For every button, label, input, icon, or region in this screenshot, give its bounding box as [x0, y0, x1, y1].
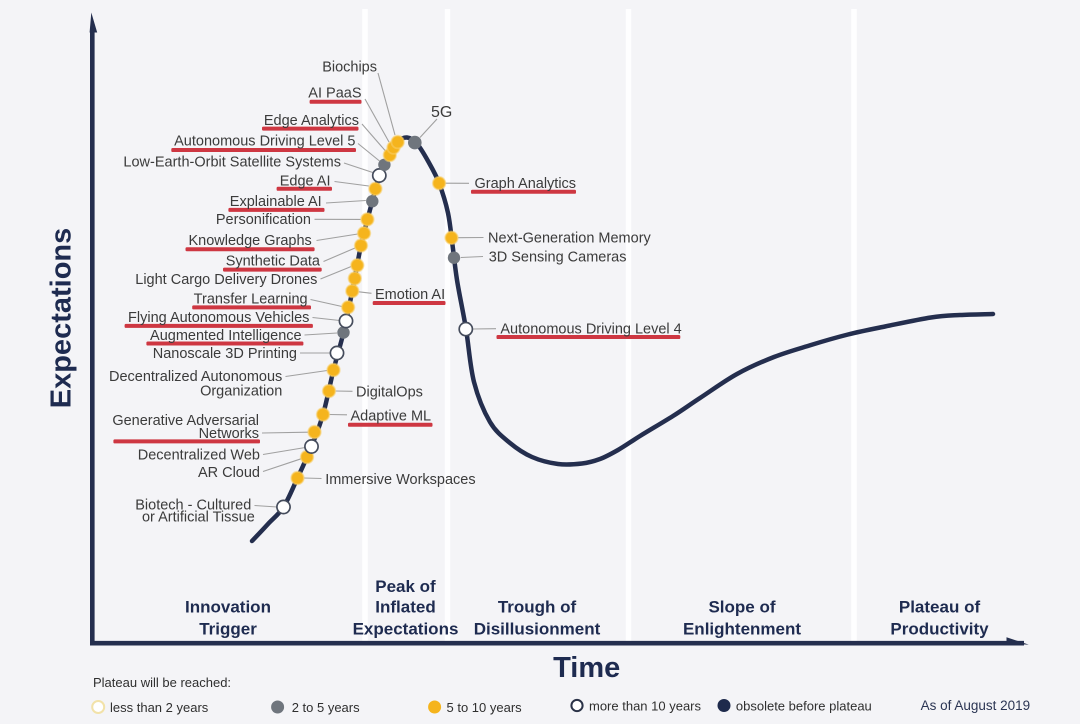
svg-text:DigitalOps: DigitalOps [356, 385, 423, 401]
svg-text:Disillusionment: Disillusionment [474, 620, 601, 639]
svg-text:Expectations: Expectations [45, 228, 77, 409]
svg-text:Plateau will be reached:: Plateau will be reached: [93, 675, 231, 690]
svg-text:AR Cloud: AR Cloud [198, 465, 260, 481]
svg-text:Flying Autonomous Vehicles: Flying Autonomous Vehicles [128, 310, 309, 326]
svg-text:Personification: Personification [216, 212, 311, 228]
svg-text:Edge AI: Edge AI [280, 173, 331, 189]
svg-text:Emotion AI: Emotion AI [375, 287, 445, 303]
svg-text:Decentralized Autonomous: Decentralized Autonomous [109, 369, 282, 385]
svg-text:Transfer Learning: Transfer Learning [194, 292, 308, 308]
svg-text:Knowledge Graphs: Knowledge Graphs [188, 233, 311, 249]
svg-text:Autonomous Driving Level 4: Autonomous Driving Level 4 [500, 321, 681, 337]
svg-text:Edge Analytics: Edge Analytics [264, 113, 359, 129]
svg-text:Light Cargo Delivery Drones: Light Cargo Delivery Drones [135, 272, 317, 288]
svg-text:Slope of: Slope of [708, 598, 775, 617]
svg-text:Nanoscale 3D Printing: Nanoscale 3D Printing [153, 346, 297, 362]
svg-text:Trough of: Trough of [498, 598, 577, 617]
svg-text:Networks: Networks [199, 426, 259, 442]
svg-text:Immersive Workspaces: Immersive Workspaces [325, 472, 475, 488]
svg-text:Biochips: Biochips [322, 59, 377, 75]
svg-text:Productivity: Productivity [890, 620, 989, 639]
svg-text:Next-Generation Memory: Next-Generation Memory [488, 231, 652, 247]
svg-text:Plateau of: Plateau of [899, 598, 981, 617]
svg-text:Trigger: Trigger [199, 620, 257, 639]
svg-text:5G: 5G [431, 104, 452, 121]
svg-text:5 to 10 years: 5 to 10 years [447, 700, 523, 715]
svg-text:or Artificial Tissue: or Artificial Tissue [142, 510, 255, 526]
svg-text:Augmented Intelligence: Augmented Intelligence [150, 328, 302, 344]
svg-text:Synthetic Data: Synthetic Data [226, 254, 321, 270]
svg-text:Inflated: Inflated [375, 598, 435, 617]
svg-text:Peak of: Peak of [375, 577, 436, 596]
svg-text:less than 2 years: less than 2 years [110, 700, 209, 715]
svg-text:Expectations: Expectations [353, 620, 459, 639]
svg-text:Low-Earth-Orbit Satellite Syst: Low-Earth-Orbit Satellite Systems [123, 154, 341, 170]
svg-text:Adaptive ML: Adaptive ML [351, 408, 432, 424]
svg-text:Explainable AI: Explainable AI [230, 194, 322, 210]
svg-text:Innovation: Innovation [185, 598, 271, 617]
svg-text:Generative Adversarial: Generative Adversarial [112, 413, 259, 429]
svg-text:Enlightenment: Enlightenment [683, 620, 801, 639]
svg-text:AI PaaS: AI PaaS [308, 85, 361, 101]
svg-text:Autonomous Driving Level 5: Autonomous Driving Level 5 [174, 134, 355, 150]
svg-text:As of August 2019: As of August 2019 [921, 698, 1031, 713]
svg-text:more than 10 years: more than 10 years [589, 699, 702, 714]
svg-text:obsolete before plateau: obsolete before plateau [736, 699, 872, 714]
svg-text:3D Sensing Cameras: 3D Sensing Cameras [489, 249, 627, 265]
svg-text:Time: Time [553, 652, 620, 684]
svg-text:Graph Analytics: Graph Analytics [475, 176, 577, 192]
svg-text:Decentralized Web: Decentralized Web [138, 447, 260, 463]
svg-text:2 to 5 years: 2 to 5 years [292, 700, 360, 715]
svg-text:Biotech - Cultured: Biotech - Cultured [135, 497, 251, 513]
svg-text:Organization: Organization [200, 383, 282, 399]
